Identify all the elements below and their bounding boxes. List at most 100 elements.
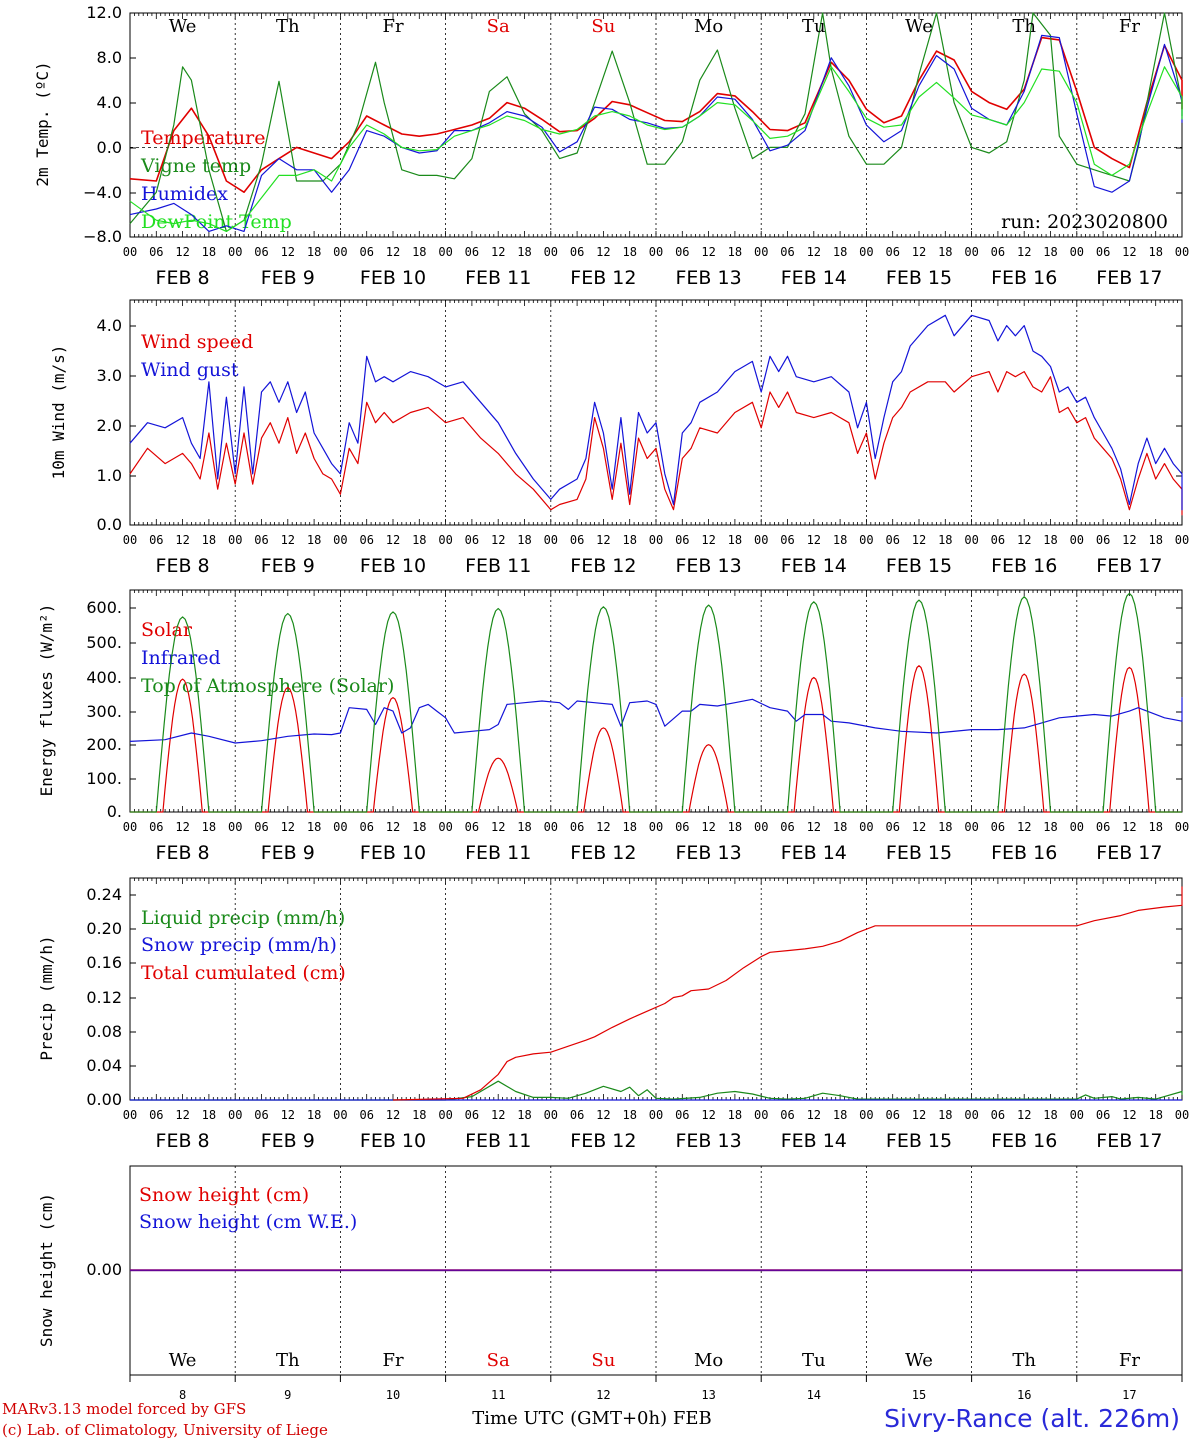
day-name-bottom: We: [169, 1350, 197, 1371]
hour-label: 06: [780, 245, 794, 259]
hour-label: 12: [807, 1108, 821, 1122]
day-number: 10: [386, 1388, 400, 1402]
hour-label: 18: [938, 1108, 952, 1122]
day-number: 16: [1017, 1388, 1031, 1402]
hour-label: 18: [1043, 245, 1057, 259]
temperature-y-axis-label: 2m Temp. (ºC): [33, 61, 52, 186]
hour-label: 12: [596, 533, 610, 547]
hour-label: 00: [1070, 820, 1084, 834]
hour-label: 06: [359, 533, 373, 547]
hour-label: 12: [1122, 1108, 1136, 1122]
date-label: FEB 9: [261, 1130, 315, 1152]
hour-label: 18: [1043, 820, 1057, 834]
hour-label: 00: [228, 820, 242, 834]
hour-label: 12: [281, 533, 295, 547]
hour-label: 18: [833, 245, 847, 259]
hour-label: 00: [333, 245, 347, 259]
panel-2-marks: 600.500.400.300.200.100.0.00 06 12 18 00 06 12…: [86, 589, 1189, 864]
hour-label: 18: [938, 533, 952, 547]
y-tick-label: 0.04: [86, 1056, 122, 1075]
day-name-top: Th: [1012, 16, 1036, 37]
hour-label: 06: [570, 1108, 584, 1122]
hour-label: 06: [885, 533, 899, 547]
date-label: FEB 12: [570, 1130, 636, 1152]
hour-label: 00: [544, 245, 558, 259]
hour-label: 06: [675, 533, 689, 547]
hour-label: 06: [1096, 1108, 1110, 1122]
day-number: 17: [1122, 1388, 1136, 1402]
precip-legend: Liquid precip (mm/h) Snow precip (mm/h) …: [141, 907, 346, 984]
hour-label: 06: [465, 1108, 479, 1122]
hour-label: 18: [622, 245, 636, 259]
series-line-vigne-temp: [129, 12, 1183, 232]
date-label: FEB 11: [465, 842, 531, 864]
hour-label: 06: [780, 533, 794, 547]
hour-label: 18: [307, 533, 321, 547]
day-name-bottom: Fr: [1119, 1350, 1140, 1371]
date-label: FEB 13: [676, 555, 742, 577]
snow-panel: Snow height (cm) Snow height (cm) Snow h…: [37, 1184, 357, 1347]
hour-ticks: [129, 300, 1183, 525]
y-tick-label: 0.0: [97, 515, 122, 534]
hour-label: 18: [728, 820, 742, 834]
hour-label: 00: [438, 1108, 452, 1122]
hour-label: 12: [596, 245, 610, 259]
hour-label: 06: [675, 820, 689, 834]
hour-label: 12: [807, 245, 821, 259]
hour-label: 12: [491, 245, 505, 259]
panel-1-marks: 4.03.02.01.00.000 06 12 18 00 06 12 18 00 06 12 18 0…: [97, 299, 1189, 577]
hour-label: 00: [859, 245, 873, 259]
date-label: FEB 17: [1096, 555, 1162, 577]
legend-solar: Solar: [141, 619, 193, 641]
y-tick-label: 8.0: [97, 48, 122, 67]
date-label: FEB 16: [991, 267, 1057, 289]
hour-label: 06: [465, 533, 479, 547]
hour-label: 00: [1175, 820, 1189, 834]
hour-label: 18: [833, 1108, 847, 1122]
hour-label: 06: [570, 245, 584, 259]
day-name-bottom: Tu: [802, 1350, 826, 1371]
hour-label: 06: [675, 245, 689, 259]
hour-label: 12: [491, 820, 505, 834]
day-name-bottom: Mo: [694, 1350, 723, 1371]
series-line-infrared: [129, 697, 1183, 744]
hour-label: 18: [833, 533, 847, 547]
date-label: FEB 10: [360, 1130, 426, 1152]
hour-label: 00: [228, 1108, 242, 1122]
date-label: FEB 17: [1096, 842, 1162, 864]
hour-label: 06: [359, 820, 373, 834]
y-tick-label: 0.: [107, 802, 122, 821]
day-name-bottom: We: [905, 1350, 933, 1371]
hour-label: 12: [701, 533, 715, 547]
hour-label: 12: [807, 533, 821, 547]
hour-label: 18: [307, 1108, 321, 1122]
y-tick-label: 3.0: [97, 366, 122, 385]
hour-label: 12: [1122, 533, 1136, 547]
date-label: FEB 17: [1096, 1130, 1162, 1152]
hour-label: 18: [517, 533, 531, 547]
legend-vigne-temp: Vigne temp: [140, 155, 251, 177]
hour-label: 12: [701, 820, 715, 834]
hour-label: 00: [649, 245, 663, 259]
day-name-bottom: Fr: [382, 1350, 403, 1371]
date-label: FEB 8: [156, 842, 210, 864]
day-name-top: Tu: [802, 16, 826, 37]
hour-label: 06: [149, 1108, 163, 1122]
snow-y-axis-label: Snow height (cm): [37, 1193, 56, 1347]
hour-label: 12: [175, 820, 189, 834]
series-line-top-of-atmosphere-solar-: [130, 592, 1182, 813]
day-name-bottom: Th: [276, 1350, 300, 1371]
hour-label: 00: [649, 533, 663, 547]
chart-marks: 12.08.04.00.0−4.0−8.000 06 12 18 00 06 12 18 00 0…: [83, 3, 1189, 1402]
day-name-top: We: [905, 16, 933, 37]
date-label: FEB 14: [781, 267, 847, 289]
hour-label: 18: [622, 533, 636, 547]
hour-label: 18: [833, 820, 847, 834]
hour-label: 12: [912, 820, 926, 834]
hour-label: 06: [885, 820, 899, 834]
hour-label: 18: [412, 820, 426, 834]
hour-label: 06: [149, 245, 163, 259]
date-label: FEB 11: [465, 1130, 531, 1152]
day-number: 8: [179, 1388, 186, 1402]
date-label: FEB 11: [465, 267, 531, 289]
